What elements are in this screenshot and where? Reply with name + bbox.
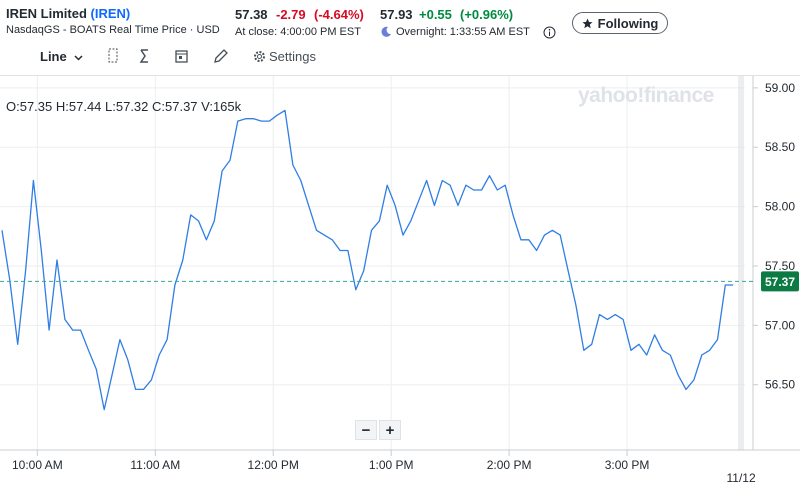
company-name: IREN Limited — [6, 6, 87, 21]
info-icon[interactable] — [543, 26, 556, 39]
chart-type-select[interactable]: Line — [40, 49, 83, 64]
y-tick-label: 58.50 — [765, 140, 795, 154]
star-icon — [582, 18, 593, 28]
y-tick-label: 56.50 — [765, 378, 795, 392]
x-tick-label: 10:00 AM — [12, 458, 63, 472]
current-price-tag — [761, 271, 799, 292]
gear-icon — [254, 51, 265, 62]
header-title: IREN Limited (IREN) — [6, 6, 130, 21]
symbol-link[interactable]: (IREN) — [90, 6, 131, 21]
x-tick-label: 2:00 PM — [487, 458, 532, 472]
y-tick-label: 57.50 — [765, 259, 795, 273]
indicators-icon[interactable] — [139, 49, 148, 63]
toolbar-divider — [0, 75, 800, 76]
close-price: 57.38 — [235, 7, 268, 22]
price-line — [1, 109, 734, 411]
events-icon[interactable] — [175, 50, 188, 63]
follow-button[interactable]: Following — [572, 12, 668, 34]
zoom-in-button[interactable]: + — [379, 420, 401, 440]
x-tick-label: 3:00 PM — [605, 458, 650, 472]
close-change-pct: (-4.64%) — [314, 7, 364, 22]
zoom-out-button[interactable]: − — [355, 420, 377, 440]
x-tick-label: 11:00 AM — [130, 458, 180, 472]
settings-button[interactable]: Settings — [253, 49, 316, 64]
overnight-time: Overnight: 1:33:55 AM EST — [396, 26, 530, 38]
date-marker-label: 11/12 — [726, 471, 755, 485]
overnight-change-pct: (+0.96%) — [460, 7, 514, 22]
moon-icon — [381, 26, 391, 37]
close-change: -2.79 — [276, 7, 306, 22]
x-tick-label: 1:00 PM — [369, 458, 414, 472]
exchange-info: NasdaqGS - BOATS Real Time Price · USD — [6, 24, 220, 36]
chart-type-label: Line — [40, 49, 67, 64]
watermark: yahoo!finance — [578, 84, 714, 107]
compare-icon[interactable] — [108, 48, 118, 63]
x-tick-label: 12:00 PM — [248, 458, 299, 472]
y-tick-label: 57.00 — [765, 318, 795, 332]
draw-icon[interactable] — [214, 49, 228, 63]
overnight-price: 57.93 — [380, 7, 413, 22]
follow-label: Following — [597, 15, 659, 31]
y-tick-label: 59.00 — [765, 81, 795, 95]
settings-label: Settings — [269, 49, 316, 64]
current-price-label: 57.37 — [765, 275, 795, 289]
ohlc-readout: O:57.35 H:57.44 L:57.32 C:57.37 V:165k — [6, 99, 242, 114]
close-time: At close: 4:00:00 PM EST — [235, 26, 361, 38]
toolbar-icons — [108, 48, 228, 63]
y-tick-label: 58.00 — [765, 200, 795, 214]
overnight-change: +0.55 — [419, 7, 452, 22]
chevron — [74, 55, 83, 61]
